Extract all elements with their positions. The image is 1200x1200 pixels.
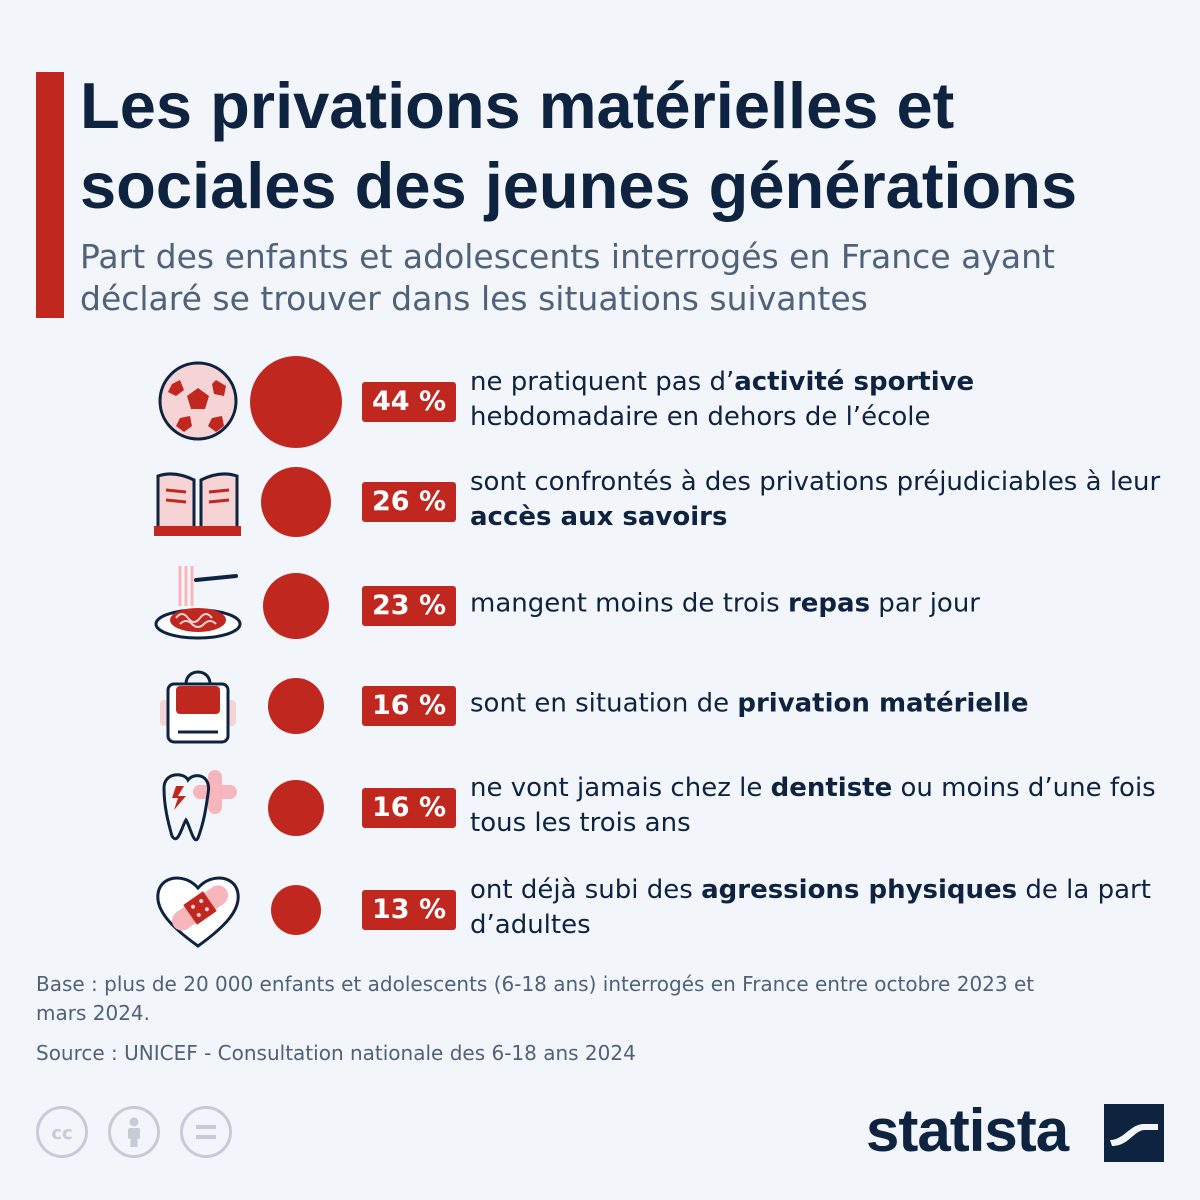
value-bubble [268, 780, 324, 836]
chart-row: 16 % ne vont jamais chez le dentiste ou m… [0, 756, 1200, 856]
label-emphasis: dentiste [770, 773, 893, 803]
svg-text:cc: cc [51, 1123, 72, 1144]
backpack-icon [150, 662, 245, 748]
category-label: ne vont jamais chez le dentiste ou moins… [470, 771, 1170, 841]
license-icons: cc [36, 1106, 256, 1162]
value-bubble [260, 466, 332, 538]
category-label: sont confrontés à des privations préjudi… [470, 465, 1170, 535]
chart-row: 26 % sont confrontés à des privations pré… [0, 450, 1200, 550]
label-emphasis: accès aux savoirs [470, 502, 728, 532]
value-label: 16 % [361, 788, 456, 828]
label-text: par jour [870, 588, 981, 619]
base-note: Base : plus de 20 000 enfants et adolesc… [36, 972, 1035, 1025]
bandaged-heart-icon [150, 866, 245, 952]
cc-icon[interactable]: cc [36, 1106, 88, 1158]
value-label: 16 % [361, 686, 456, 726]
value-label: 44 % [361, 382, 456, 422]
chart-row: 44 % ne pratiquent pas d’activité sportiv… [0, 350, 1200, 450]
category-label: sont en situation de privation matériell… [470, 687, 1170, 722]
category-label: ne pratiquent pas d’activité sportive he… [470, 365, 1170, 435]
chart-row: 13 % ont déjà subi des agressions physiqu… [0, 858, 1200, 958]
no-derivatives-icon[interactable] [180, 1106, 232, 1158]
open-book-icon [150, 458, 245, 544]
value-bubble [262, 572, 330, 640]
chart-rows: 44 % ne pratiquent pas d’activité sportiv… [0, 350, 1200, 950]
tooth-icon [150, 764, 245, 850]
label-emphasis: repas [787, 588, 871, 619]
label-emphasis: privation matérielle [737, 688, 1029, 719]
label-text: ne vont jamais chez le [470, 773, 771, 803]
chart-row: 23 % mangent moins de trois repas par jou… [0, 554, 1200, 654]
statista-logo-icon[interactable] [1104, 1104, 1164, 1162]
bubble-slot [248, 654, 344, 754]
label-emphasis: agressions physiques [701, 875, 1018, 905]
category-label: mangent moins de trois repas par jour [470, 587, 1170, 622]
value-bubble [270, 884, 321, 935]
label-text: hebdomadaire en dehors de l’école [470, 402, 931, 432]
label-text: sont en situation de [470, 688, 738, 719]
bubble-slot [248, 858, 344, 958]
label-emphasis: activité sportive [734, 367, 975, 397]
bubble-slot [248, 756, 344, 856]
value-label: 13 % [361, 890, 456, 930]
bubble-slot [248, 350, 344, 450]
bubble-slot [248, 450, 344, 550]
value-bubble [268, 678, 324, 734]
label-text: ne pratiquent pas d’ [470, 367, 735, 397]
value-bubble [250, 356, 342, 448]
label-text: ont déjà subi des [470, 875, 702, 905]
value-label: 26 % [361, 482, 456, 522]
attribution-icon[interactable] [108, 1106, 160, 1158]
spaghetti-plate-icon [150, 562, 245, 648]
label-text: sont confrontés à des privations préjudi… [470, 467, 1161, 497]
title-accent-bar [36, 72, 64, 318]
label-text: de la part d’adultes [470, 875, 1151, 940]
page-subtitle: Part des enfants et adolescents interrog… [80, 237, 1055, 318]
soccer-ball-icon [150, 358, 245, 444]
label-text: mangent moins de trois [470, 588, 788, 619]
source-note: Source : UNICEF - Consultation nationale… [36, 1041, 636, 1065]
bubble-slot [248, 554, 344, 654]
label-text: ou moins d’une fois tous les trois ans [470, 773, 1156, 838]
statista-wordmark[interactable]: statista [866, 1097, 1069, 1164]
value-label: 23 % [361, 586, 456, 626]
page-title: Les privations matérielles et sociales d… [80, 69, 1078, 222]
category-label: ont déjà subi des agressions physiques d… [470, 873, 1170, 943]
chart-row: 16 % sont en situation de privation matér… [0, 654, 1200, 754]
